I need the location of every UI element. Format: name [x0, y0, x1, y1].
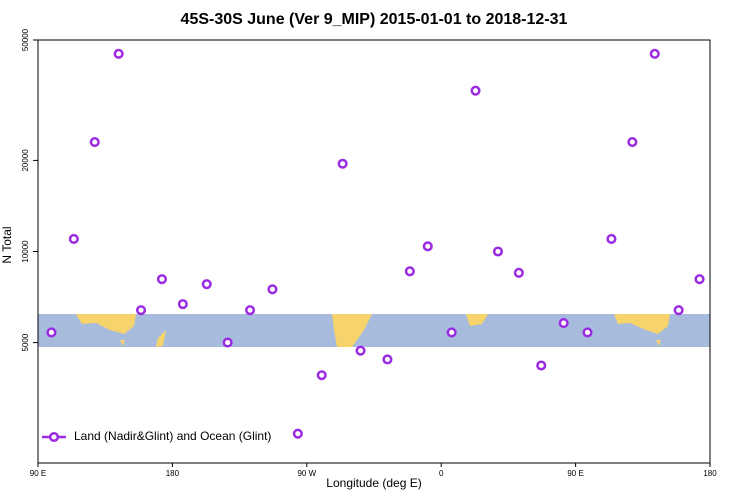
data-point — [222, 337, 233, 348]
data-point — [382, 354, 393, 365]
data-point — [558, 318, 569, 329]
data-point — [694, 274, 705, 285]
data-point — [89, 136, 100, 148]
data-point — [156, 274, 167, 285]
data-point — [245, 305, 256, 316]
x-tick-label: 180 — [166, 469, 180, 478]
x-tick-label: 90 W — [297, 469, 316, 478]
map-strip — [38, 314, 710, 347]
y-axis-label: N Total — [0, 226, 14, 263]
legend-marker — [48, 431, 60, 443]
data-point — [292, 428, 303, 439]
data-point — [177, 299, 188, 310]
y-tick-label: 5000 — [21, 333, 30, 351]
data-point — [649, 48, 660, 59]
chart-title: 45S-30S June (Ver 9_MIP) 2015-01-01 to 2… — [181, 11, 568, 28]
data-point — [267, 284, 278, 295]
data-point — [404, 266, 415, 277]
y-tick-label: 10000 — [21, 240, 30, 263]
y-tick-label: 20000 — [21, 149, 30, 172]
data-point — [201, 279, 212, 290]
data-point — [673, 305, 684, 316]
data-point — [135, 305, 147, 316]
x-tick-label: 90 E — [30, 469, 46, 478]
data-point — [355, 345, 366, 356]
data-point — [627, 136, 638, 148]
data-point — [68, 233, 79, 245]
x-axis-label: Longitude (deg E) — [326, 476, 421, 490]
data-point — [582, 327, 593, 338]
data-point — [492, 246, 503, 257]
plot-frame — [37, 39, 711, 464]
data-point — [46, 327, 57, 338]
data-point — [337, 158, 348, 169]
data-point — [536, 360, 547, 371]
x-tick-label: 90 E — [567, 469, 583, 478]
data-point — [513, 267, 524, 278]
y-tick-label: 50000 — [21, 28, 30, 51]
x-tick-label: 0 — [439, 469, 444, 478]
data-point — [113, 48, 124, 59]
data-point — [606, 233, 617, 245]
data-point — [446, 327, 457, 338]
data-point — [422, 241, 433, 252]
legend-label: Land (Nadir&Glint) and Ocean (Glint) — [74, 429, 271, 443]
data-point — [470, 85, 481, 96]
data-point — [316, 370, 327, 381]
x-tick-label: 180 — [703, 469, 717, 478]
